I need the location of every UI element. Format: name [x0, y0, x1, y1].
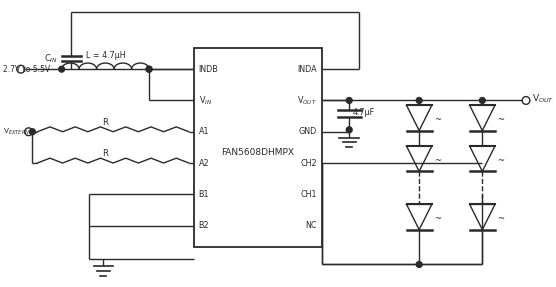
Text: FAN5608DHMPX: FAN5608DHMPX	[221, 148, 294, 157]
Text: L = 4.7μH: L = 4.7μH	[86, 51, 125, 60]
Circle shape	[346, 127, 352, 133]
Text: V$_{EXTERNAL}$: V$_{EXTERNAL}$	[3, 127, 37, 137]
Bar	[193, 48, 322, 247]
Circle shape	[17, 65, 24, 73]
Text: A1: A1	[198, 127, 209, 136]
Text: V$_{IN}$: V$_{IN}$	[198, 94, 212, 107]
Text: B2: B2	[198, 221, 209, 230]
Text: INDA: INDA	[297, 65, 317, 74]
Text: R: R	[102, 149, 108, 158]
Text: V$_{OUT}$: V$_{OUT}$	[532, 92, 554, 105]
Text: ~: ~	[497, 156, 504, 165]
Text: CH1: CH1	[301, 190, 317, 199]
Circle shape	[146, 66, 152, 72]
Text: 2.7V to 5.5V: 2.7V to 5.5V	[3, 65, 51, 74]
Text: NC: NC	[306, 221, 317, 230]
Text: ~: ~	[434, 156, 441, 165]
Circle shape	[29, 129, 36, 135]
Text: ~: ~	[497, 115, 504, 124]
Text: 4.7μF: 4.7μF	[353, 108, 375, 117]
Text: B1: B1	[198, 190, 209, 199]
Text: A2: A2	[198, 158, 209, 168]
Circle shape	[346, 98, 352, 103]
Text: R: R	[102, 118, 108, 127]
Text: CH2: CH2	[301, 158, 317, 168]
Text: GND: GND	[299, 127, 317, 136]
Circle shape	[479, 98, 485, 103]
Text: INDB: INDB	[198, 65, 219, 74]
Circle shape	[146, 66, 152, 72]
Circle shape	[59, 66, 64, 72]
Text: ~: ~	[497, 214, 504, 224]
Circle shape	[416, 261, 422, 267]
Text: ~: ~	[434, 115, 441, 124]
Text: ~: ~	[434, 214, 441, 224]
Circle shape	[416, 98, 422, 103]
Circle shape	[522, 96, 530, 104]
Text: V$_{OUT}$: V$_{OUT}$	[297, 94, 317, 107]
Circle shape	[24, 128, 32, 136]
Text: C$_{IN}$: C$_{IN}$	[44, 52, 58, 65]
